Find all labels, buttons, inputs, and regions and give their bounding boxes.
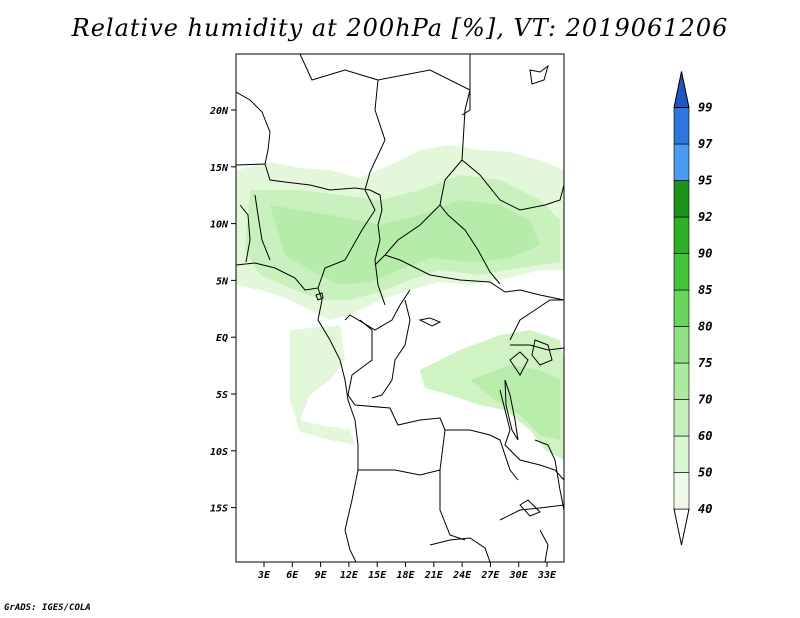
lon-tick-label: 6E: [286, 570, 299, 581]
colorbar-segment: [673, 399, 690, 437]
border-line: [499, 504, 564, 521]
colorbar-label: 40: [698, 502, 712, 516]
humidity-band-60-east: [470, 365, 560, 440]
credit-footer: GrADS: IGES/COLA: [4, 603, 91, 613]
colorbar-segment: [673, 180, 690, 218]
border-line: [534, 439, 564, 511]
lake-outline: [504, 379, 519, 441]
border-line: [374, 224, 386, 306]
colorbar-label: 85: [698, 283, 712, 297]
border-line: [239, 204, 251, 263]
border-line: [461, 159, 564, 211]
colorbar-label: 99: [698, 101, 712, 115]
lon-tick-label: 12E: [340, 570, 359, 581]
lon-tick-label: 21E: [424, 570, 444, 581]
lat-tick-label: 10N: [210, 220, 229, 231]
border-line: [384, 254, 564, 301]
border-line: [499, 389, 564, 481]
lake-outline: [519, 499, 541, 517]
colorbar-segment: [673, 143, 690, 181]
colorbar-segment: [673, 216, 690, 254]
colorbar-label: 90: [698, 247, 712, 261]
humidity-band-60-north: [270, 200, 540, 285]
lake-outline: [529, 64, 549, 85]
lon-tick-label: 9E: [315, 570, 328, 581]
colorbar-min-arrow: [673, 508, 690, 546]
lat-tick-label: EQ: [216, 333, 228, 344]
border-line: [299, 54, 386, 289]
border-line: [354, 404, 519, 481]
lat-tick-label: 5N: [216, 276, 229, 287]
colorbar-label: 92: [698, 210, 712, 224]
colorbar-label: 70: [698, 393, 712, 407]
humidity-shading: [236, 145, 564, 460]
border-line: [371, 299, 411, 399]
border-line: [236, 91, 271, 166]
lon-tick-label: 33E: [537, 570, 557, 581]
colorbar-segment: [673, 362, 690, 400]
colorbar: 40 50 60 70 75 80 85 90 92 95 97 99: [673, 71, 713, 546]
lon-tick-label: 30E: [509, 570, 529, 581]
colorbar-label: 75: [698, 356, 712, 370]
border-line: [358, 469, 441, 476]
border-line: [254, 194, 271, 261]
colorbar-segment: [673, 326, 690, 364]
border-line: [347, 319, 373, 406]
coastline: [236, 262, 359, 562]
lon-tick-label: 15E: [368, 570, 387, 581]
latitude-axis: 20N 15N 10N 5N EQ 5S 10S 15S: [209, 106, 236, 515]
colorbar-segment: [673, 435, 690, 473]
lat-tick-label: 5S: [216, 390, 228, 401]
map-frame: [235, 53, 565, 563]
border-line: [539, 529, 549, 562]
border-line: [377, 69, 501, 285]
colorbar-segment: [673, 289, 690, 327]
lake-outline: [531, 339, 553, 366]
colorbar-label: 95: [698, 174, 712, 188]
border-line: [429, 537, 491, 562]
country-borders: [236, 54, 564, 562]
border-line: [461, 54, 471, 116]
colorbar-label: 97: [698, 137, 713, 151]
lat-tick-label: 15S: [210, 504, 228, 515]
lat-tick-label: 10S: [210, 447, 228, 458]
lon-tick-label: 3E: [257, 570, 271, 581]
lon-tick-label: 24E: [452, 570, 472, 581]
lat-tick-label: 20N: [209, 106, 229, 117]
lake-outline: [418, 317, 442, 327]
lake-outline: [509, 351, 529, 376]
border-line: [264, 163, 383, 226]
colorbar-max-arrow: [673, 71, 690, 108]
border-line: [374, 204, 441, 266]
longitude-axis: 3E 6E 9E 12E 15E 18E 21E 24E 27E 30E 33E: [257, 562, 557, 581]
humidity-band-40-south: [290, 325, 355, 445]
colorbar-label: 80: [698, 320, 712, 334]
colorbar-label: 60: [698, 429, 712, 443]
border-line: [344, 289, 411, 331]
border-line: [510, 344, 564, 351]
colorbar-label: 50: [698, 466, 712, 480]
lon-tick-label: 18E: [396, 570, 415, 581]
lon-tick-label: 27E: [480, 570, 500, 581]
colorbar-segment: [673, 472, 690, 510]
map-title: Relative humidity at 200hPa [%], VT: 201…: [71, 14, 729, 42]
island: [315, 292, 324, 301]
colorbar-segment: [673, 107, 690, 145]
border-line: [439, 429, 466, 541]
colorbar-segment: [673, 253, 690, 291]
lat-tick-label: 15N: [210, 163, 229, 174]
border-line: [509, 299, 564, 341]
